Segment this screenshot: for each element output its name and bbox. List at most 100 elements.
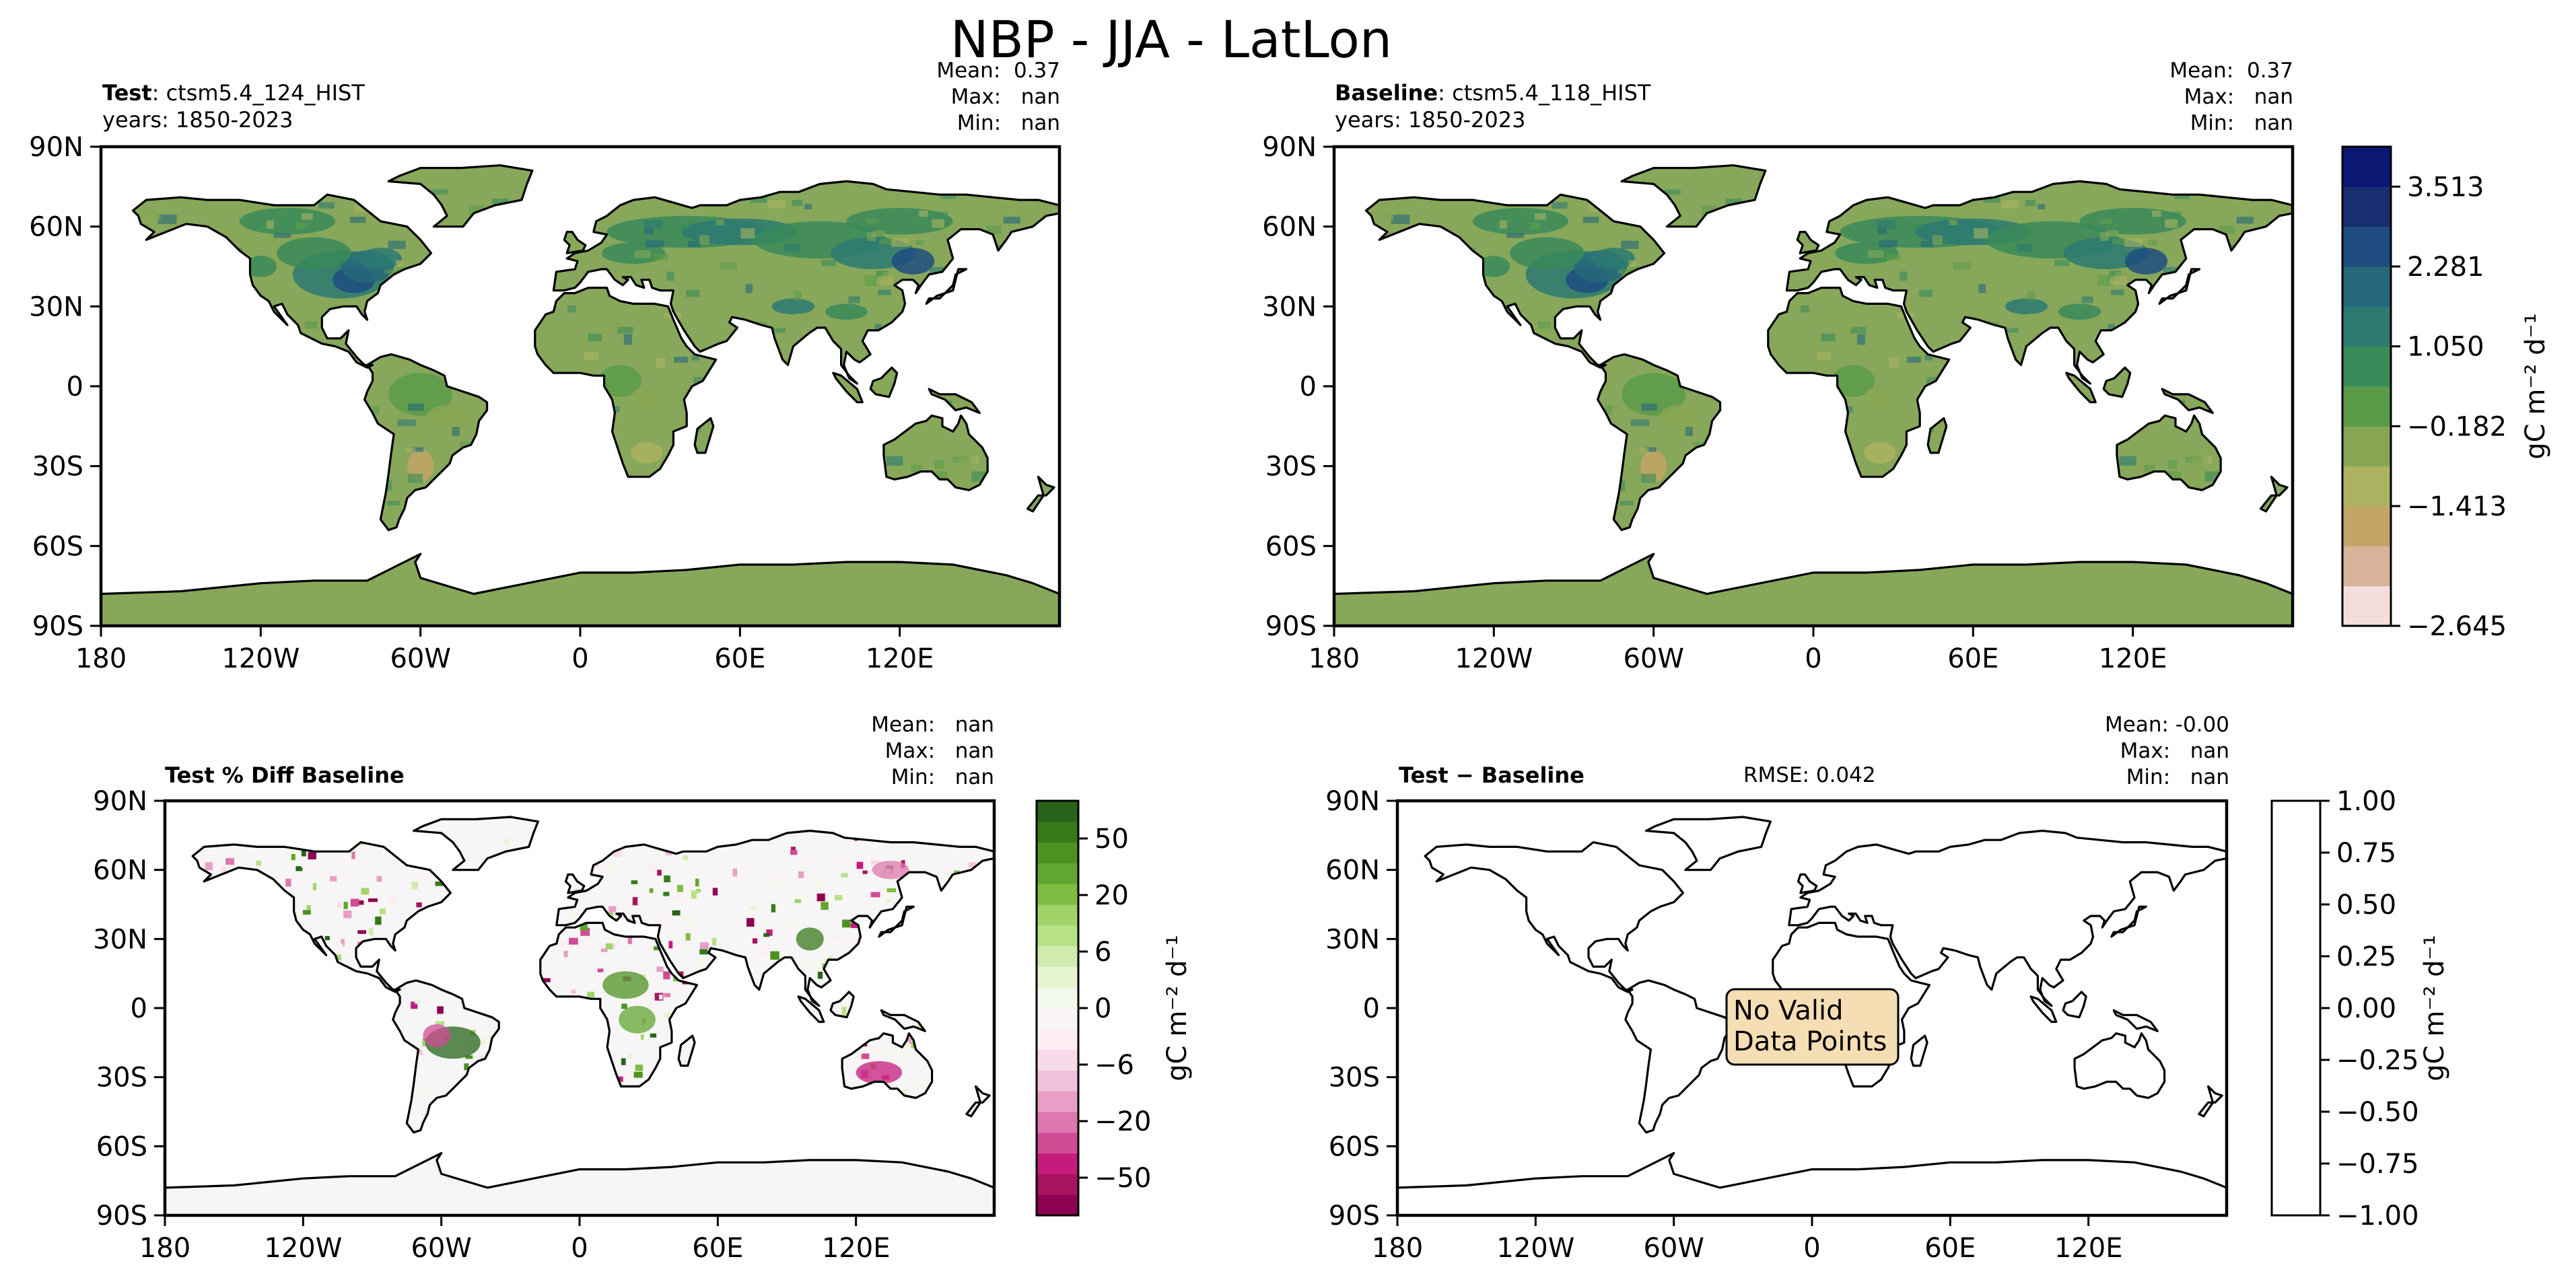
test-map: 180 120W 60W 0 60E 120E 90N 60N 30N 0 30S 60S 90S [29,132,1061,674]
y-tick-label: 0 [67,371,83,402]
colorbar-frame [2341,145,2392,627]
texture-cell [310,913,320,919]
texture-cell [380,896,388,901]
texture-cell [1850,326,1867,334]
texture-cell [2152,210,2161,217]
texture-cell [462,859,468,865]
y-tick-label: 90S [1329,1201,1380,1231]
texture-cell [753,848,758,857]
texture-cell [804,852,811,860]
texture-cell [412,1009,419,1015]
texture-cell [762,945,771,955]
texture-cell [337,901,341,908]
texture-cell [819,853,825,859]
coastline-south-america [392,979,500,1134]
land-greenland [413,817,538,870]
land-antarctica [165,1153,994,1215]
colorbar-swatch [2342,306,2391,347]
texture-cell [689,258,705,265]
texture-cell [656,966,664,972]
texture-cell [452,427,460,437]
texture-cell [670,933,678,938]
texture-cell [857,868,862,873]
texture-cell [443,993,451,997]
texture-cell [2111,289,2124,295]
baseline-stats: Mean: 0.37 Max: nan Min: nan [2169,59,2293,135]
texture-cell [876,276,895,285]
texture-cell [986,225,1002,235]
annotation-box [1725,988,1900,1066]
texture-cell [1826,259,1836,264]
colorbar-swatch [2342,426,2391,467]
texture-cell [765,853,775,861]
texture-cell [400,1026,406,1031]
texture-cell [266,220,275,229]
texture-cell [1538,321,1551,329]
texture-cell [1844,322,1852,330]
y-tick-label: 30N [29,291,83,322]
land-north-america [1366,194,1665,368]
texture-cell [486,1034,491,1039]
texture-cell [636,885,645,891]
texture-cell [240,843,247,851]
coastline-australia [882,414,989,491]
texture-cell [647,865,655,873]
colorbar-swatch [2272,801,2320,1215]
texture-cell [308,852,316,860]
texture-cell [696,893,702,901]
coastline-japan [878,905,915,938]
texture-blob [388,373,453,416]
texture-cell [910,1053,919,1058]
coastline-greenland [1620,164,1767,228]
texture-cell [879,238,895,245]
texture-cell [158,214,177,224]
coastline-new-zealand [1026,475,1055,513]
texture-cell [680,223,689,230]
texture-cell [679,913,685,920]
texture-cell [882,272,894,281]
colorbar-tick-label: 0.50 [2336,890,2396,921]
coastline-eurasia [555,829,996,1007]
colorbar-swatch [1037,1070,1078,1092]
texture-blob [359,248,402,269]
colorbar-tick-label: 50 [1094,824,1129,855]
texture-cell [800,865,806,871]
diff-panel-label: Test − Baseline [1399,762,1585,788]
land-greenland [388,165,532,227]
texture-cell [634,250,651,258]
texture-cell [699,942,709,950]
texture-cell [505,838,509,846]
colorbar-absolute: 3.513 2.281 1.050 −0.182 −1.413 −2.645 gC m⁻² … [2341,145,2551,642]
x-tick-label: 180 [139,1233,190,1264]
texture-cell [617,326,633,334]
texture-cell [2191,457,2208,466]
texture-cell [672,910,681,916]
texture-cell [691,355,699,361]
texture-cell [2165,219,2178,228]
coastline-new-zealand [2198,1085,2223,1118]
texture-cell [796,314,813,320]
colorbar-label: gC m⁻² d⁻¹ [1162,935,1193,1081]
texture-cell [885,898,891,902]
texture-cell [1002,202,1013,210]
texture-blob [1622,373,1686,416]
y-tick-label: 60N [93,855,147,886]
texture-cell [312,883,317,890]
land-sumatra [2031,996,2056,1022]
texture-cell [617,1076,623,1082]
texture-cell [597,968,604,972]
texture-cell [748,948,753,953]
texture-cell [415,1061,420,1068]
colorbar-swatch [1037,1112,1078,1133]
texture-cell [817,971,823,979]
coastline-antarctica [100,552,1061,627]
texture-cell [211,209,222,215]
coastline-eurasia [1788,829,2228,1007]
texture-cell [395,260,403,267]
texture-cell [464,1063,469,1071]
coastline-madagascar [677,1034,696,1067]
coastline-sumatra [832,371,864,404]
texture-cell [1586,251,1597,262]
texture-cell [827,329,843,338]
texture-cell [646,240,664,248]
